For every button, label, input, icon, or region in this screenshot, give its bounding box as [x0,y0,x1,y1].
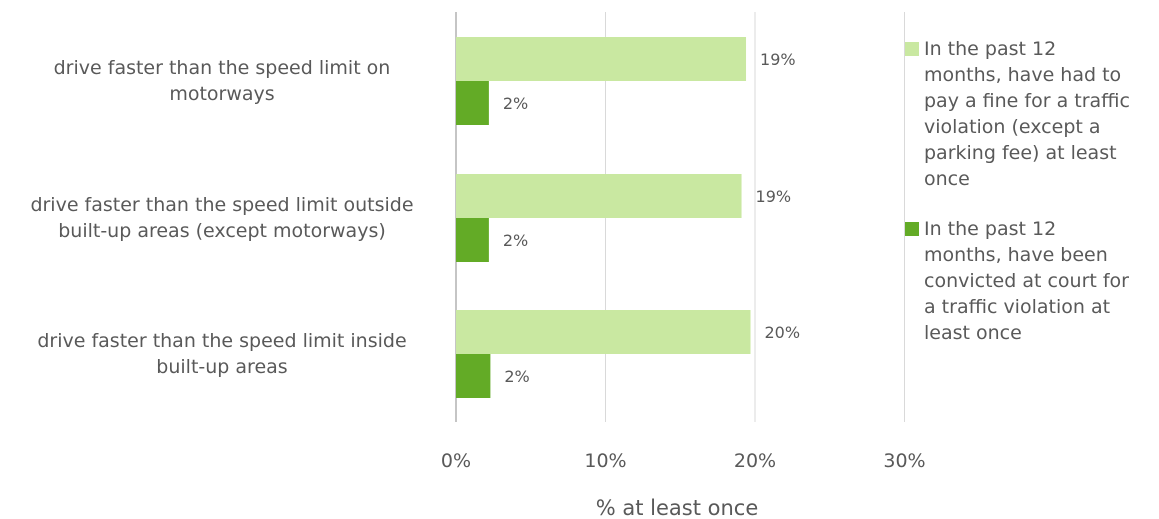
category-label-line: drive faster than the speed limit inside [37,330,407,352]
bar [456,310,751,354]
data-label: 2% [504,367,529,386]
legend-swatch [905,42,919,56]
legend-swatch [905,222,919,236]
legend-label-line: In the past 12 [924,38,1057,60]
x-tick-label: 10% [584,450,626,472]
bar [456,354,491,398]
bar [456,218,489,262]
data-label: 19% [760,50,796,69]
x-tick-label: 20% [734,450,776,472]
bar [456,37,747,81]
legend-label-line: parking fee) at least [924,142,1117,164]
x-tick-label: 30% [883,450,925,472]
legend-label-line: convicted at court for [924,270,1129,292]
category-label: drive faster than the speed limit on moto… [2,55,442,107]
category-label: drive faster than the speed limit outsid… [2,192,442,244]
bar [456,174,742,218]
data-label: 19% [756,187,792,206]
category-label-line: drive faster than the speed limit outsid… [30,194,414,216]
bar [456,81,489,125]
legend-label-line: In the past 12 [924,218,1057,240]
legend-label-line: least once [924,322,1022,344]
legend-label-line: a traffic violation at [924,296,1111,318]
legend-label-line: months, have had to [924,64,1122,86]
legend-label-line: once [924,168,970,190]
x-axis-title: % at least once [596,496,759,519]
category-label: drive faster than the speed limit inside… [2,328,442,380]
legend-label-line: pay a fine for a traffic [924,90,1130,112]
x-tick-label: 0% [441,450,471,472]
category-label-line: motorways [169,83,275,105]
legend: In the past 12 months, have had to pay a f… [905,36,1155,370]
legend-item: In the past 12 months, have been convicted… [905,216,1155,346]
category-label-line: built-up areas (except motorways) [58,220,386,242]
category-label-line: drive faster than the speed limit on [53,57,391,79]
data-label: 20% [765,323,801,342]
data-label: 2% [503,94,528,113]
legend-label-line: months, have been [924,244,1108,266]
data-label: 2% [503,231,528,250]
legend-item: In the past 12 months, have had to pay a f… [905,36,1155,192]
category-label-line: built-up areas [156,356,288,378]
legend-label-line: violation (except a [924,116,1101,138]
